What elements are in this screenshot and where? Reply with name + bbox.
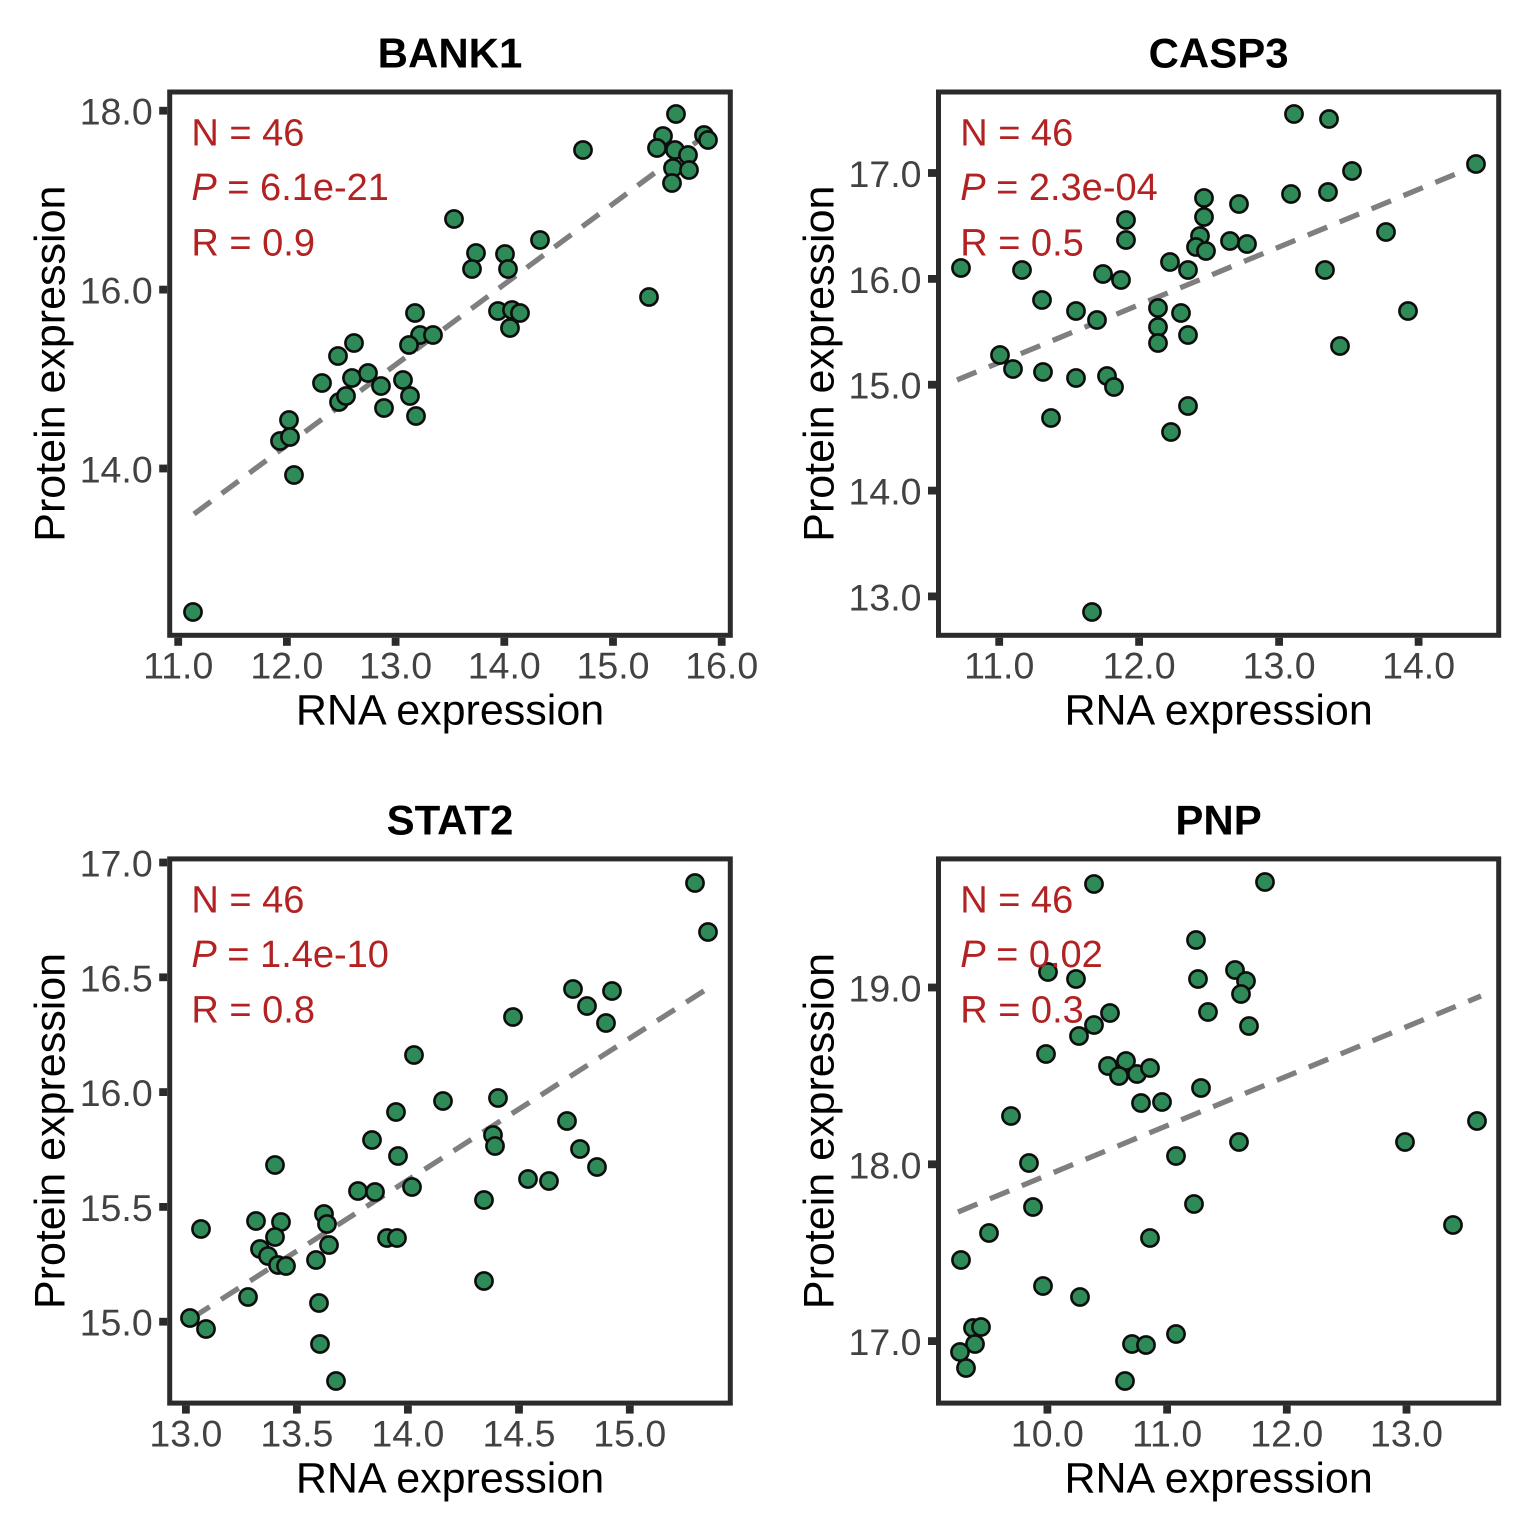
svg-text:RNA expression: RNA expression — [1064, 1455, 1372, 1503]
svg-text:P = 1.4e-10: P = 1.4e-10 — [191, 934, 389, 976]
svg-text:15.0: 15.0 — [849, 365, 922, 407]
svg-text:14.0: 14.0 — [80, 449, 153, 491]
svg-text:17.0: 17.0 — [849, 153, 922, 195]
svg-text:16.0: 16.0 — [685, 645, 758, 687]
svg-text:11.0: 11.0 — [143, 645, 213, 687]
svg-text:17.0: 17.0 — [80, 843, 153, 885]
svg-text:14.0: 14.0 — [371, 1413, 444, 1455]
svg-text:R = 0.8: R = 0.8 — [191, 989, 315, 1031]
svg-text:13.5: 13.5 — [260, 1413, 333, 1455]
svg-text:Protein expression: Protein expression — [27, 186, 75, 542]
svg-text:13.0: 13.0 — [1370, 1413, 1443, 1455]
svg-text:16.0: 16.0 — [80, 270, 153, 312]
svg-text:16.0: 16.0 — [849, 259, 922, 301]
svg-text:R = 0.5: R = 0.5 — [960, 222, 1084, 264]
svg-text:13.0: 13.0 — [849, 576, 922, 618]
svg-text:Protein expression: Protein expression — [796, 186, 844, 542]
svg-text:13.0: 13.0 — [1243, 645, 1316, 687]
svg-text:11.0: 11.0 — [1132, 1413, 1202, 1455]
svg-text:18.0: 18.0 — [80, 91, 153, 133]
svg-text:11.0: 11.0 — [964, 645, 1034, 687]
svg-text:10.0: 10.0 — [1011, 1413, 1084, 1455]
svg-text:13.0: 13.0 — [149, 1413, 222, 1455]
svg-text:Protein expression: Protein expression — [796, 953, 844, 1309]
svg-text:P = 2.3e-04: P = 2.3e-04 — [960, 167, 1158, 209]
svg-text:P = 6.1e-21: P = 6.1e-21 — [191, 167, 389, 209]
svg-text:16.0: 16.0 — [80, 1072, 153, 1114]
svg-text:N = 46: N = 46 — [191, 879, 304, 921]
svg-text:12.0: 12.0 — [1250, 1413, 1323, 1455]
svg-text:13.0: 13.0 — [359, 645, 432, 687]
svg-text:14.0: 14.0 — [468, 645, 541, 687]
svg-text:N = 46: N = 46 — [960, 112, 1073, 154]
svg-text:19.0: 19.0 — [849, 968, 922, 1010]
svg-text:CASP3: CASP3 — [1149, 29, 1289, 76]
svg-text:18.0: 18.0 — [849, 1144, 922, 1186]
svg-text:16.5: 16.5 — [80, 957, 153, 999]
svg-text:R = 0.9: R = 0.9 — [191, 222, 315, 264]
svg-text:14.0: 14.0 — [849, 471, 922, 513]
svg-text:15.0: 15.0 — [593, 1413, 666, 1455]
svg-text:15.5: 15.5 — [80, 1187, 153, 1229]
svg-text:STAT2: STAT2 — [387, 796, 514, 843]
svg-text:12.0: 12.0 — [250, 645, 323, 687]
svg-text:P = 0.02: P = 0.02 — [960, 934, 1103, 976]
svg-text:Protein expression: Protein expression — [27, 953, 75, 1309]
svg-text:N = 46: N = 46 — [960, 879, 1073, 921]
svg-text:15.0: 15.0 — [577, 645, 650, 687]
svg-text:14.5: 14.5 — [483, 1413, 556, 1455]
svg-text:PNP: PNP — [1175, 796, 1261, 843]
svg-text:RNA expression: RNA expression — [296, 1455, 604, 1503]
svg-text:12.0: 12.0 — [1103, 645, 1176, 687]
svg-text:BANK1: BANK1 — [378, 29, 523, 76]
svg-text:RNA expression: RNA expression — [296, 687, 604, 735]
svg-text:14.0: 14.0 — [1382, 645, 1455, 687]
svg-text:15.0: 15.0 — [80, 1302, 153, 1344]
svg-text:RNA expression: RNA expression — [1064, 687, 1372, 735]
svg-text:N = 46: N = 46 — [191, 112, 304, 154]
svg-text:R = 0.3: R = 0.3 — [960, 989, 1084, 1031]
svg-text:17.0: 17.0 — [849, 1321, 922, 1363]
